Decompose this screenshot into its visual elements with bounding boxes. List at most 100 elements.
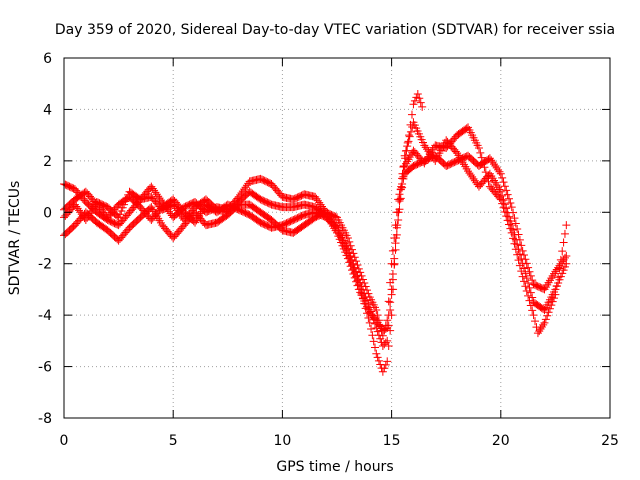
data-point	[510, 214, 519, 223]
data-point	[384, 297, 393, 306]
data-point	[388, 270, 397, 278]
data-point	[479, 158, 488, 167]
data-point	[476, 148, 485, 157]
data-point	[345, 258, 354, 267]
y-tick-label: 2	[43, 154, 52, 170]
grid	[64, 58, 610, 418]
data-point	[541, 315, 550, 324]
data-point	[558, 269, 567, 278]
data-point	[114, 213, 123, 222]
data-point	[115, 210, 124, 219]
data-point	[376, 322, 385, 331]
data-point	[515, 250, 524, 259]
data-point	[513, 240, 522, 249]
data-point	[350, 273, 359, 282]
data-point	[536, 325, 545, 334]
data-point	[395, 190, 404, 199]
data-point	[337, 238, 346, 247]
data-point	[540, 318, 549, 327]
data-point	[333, 228, 341, 237]
data-point	[373, 318, 382, 327]
data-point	[535, 327, 544, 336]
data-point	[554, 279, 563, 287]
data-point	[504, 194, 513, 203]
data-point	[391, 245, 400, 254]
y-tick-label: -6	[38, 360, 52, 376]
data-point	[559, 238, 568, 247]
data-point	[524, 279, 533, 287]
data-point	[391, 239, 400, 248]
data-point	[503, 208, 512, 217]
data-point	[400, 151, 409, 160]
data-point	[499, 196, 508, 205]
data-point	[528, 293, 537, 302]
data-point	[410, 96, 419, 105]
data-point	[346, 262, 355, 271]
data-point	[562, 252, 571, 260]
data-point	[392, 223, 401, 232]
data-point	[373, 353, 382, 362]
data-point	[524, 263, 533, 272]
data-point	[399, 172, 408, 181]
data-point	[503, 190, 512, 199]
data-point	[533, 329, 542, 338]
data-point	[386, 298, 395, 307]
data-point	[398, 183, 407, 192]
data-point	[510, 230, 519, 239]
data-point	[381, 360, 390, 369]
data-point	[117, 207, 126, 215]
data-point	[558, 247, 567, 256]
x-axis-label: GPS time / hours	[276, 459, 393, 475]
data-point	[396, 185, 405, 194]
data-point	[403, 138, 412, 147]
data-point	[401, 146, 410, 155]
y-axis-label: SDTVAR / TECUs	[7, 181, 23, 296]
data-point	[556, 255, 565, 264]
data-point	[390, 254, 399, 263]
data-point	[394, 208, 403, 217]
data-point	[418, 102, 427, 111]
data-point	[522, 274, 531, 283]
data-point	[367, 325, 376, 334]
data-point	[511, 219, 520, 228]
data-point	[502, 204, 511, 213]
series-trace-d	[60, 118, 571, 335]
data-point	[507, 203, 516, 212]
data-point	[504, 212, 513, 221]
data-point	[381, 338, 390, 347]
data-point	[498, 191, 507, 200]
x-tick-label: 5	[169, 433, 178, 449]
data-point	[555, 264, 564, 273]
data-point	[496, 169, 505, 178]
data-point	[335, 235, 344, 244]
data-point	[552, 282, 561, 291]
data-point	[500, 200, 509, 209]
data-point	[415, 94, 424, 103]
data-point	[383, 357, 392, 366]
data-point	[387, 285, 396, 294]
y-tick-label: -2	[38, 257, 52, 273]
data-point	[399, 163, 408, 172]
data-point	[560, 229, 569, 238]
x-tick-label: 0	[60, 433, 69, 449]
data-point	[413, 90, 422, 98]
y-tick-label: -8	[38, 411, 52, 427]
data-point	[341, 248, 350, 257]
y-tick-label: 6	[43, 51, 52, 67]
data-point	[537, 322, 546, 331]
data-point	[394, 216, 403, 224]
data-point	[338, 241, 347, 250]
data-point	[514, 245, 523, 254]
x-tick-label: 25	[601, 433, 619, 449]
data-point	[380, 364, 389, 373]
data-point	[551, 285, 560, 294]
data-point	[381, 324, 390, 333]
data-point	[392, 230, 401, 239]
data-point	[525, 283, 534, 292]
data-point	[531, 317, 540, 326]
data-point	[528, 276, 537, 285]
data-point	[372, 306, 381, 314]
axis-ticks: 0 5 10 15 20 25 -8 -6 -4 -2 0 2 4 6	[38, 51, 619, 449]
data-point	[405, 132, 414, 141]
